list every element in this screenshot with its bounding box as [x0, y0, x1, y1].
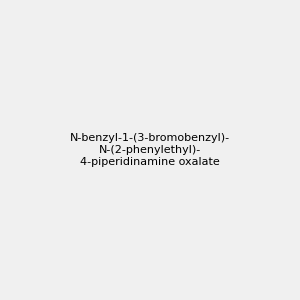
Text: N-benzyl-1-(3-bromobenzyl)-
N-(2-phenylethyl)-
4-piperidinamine oxalate: N-benzyl-1-(3-bromobenzyl)- N-(2-phenyle…: [70, 134, 230, 166]
